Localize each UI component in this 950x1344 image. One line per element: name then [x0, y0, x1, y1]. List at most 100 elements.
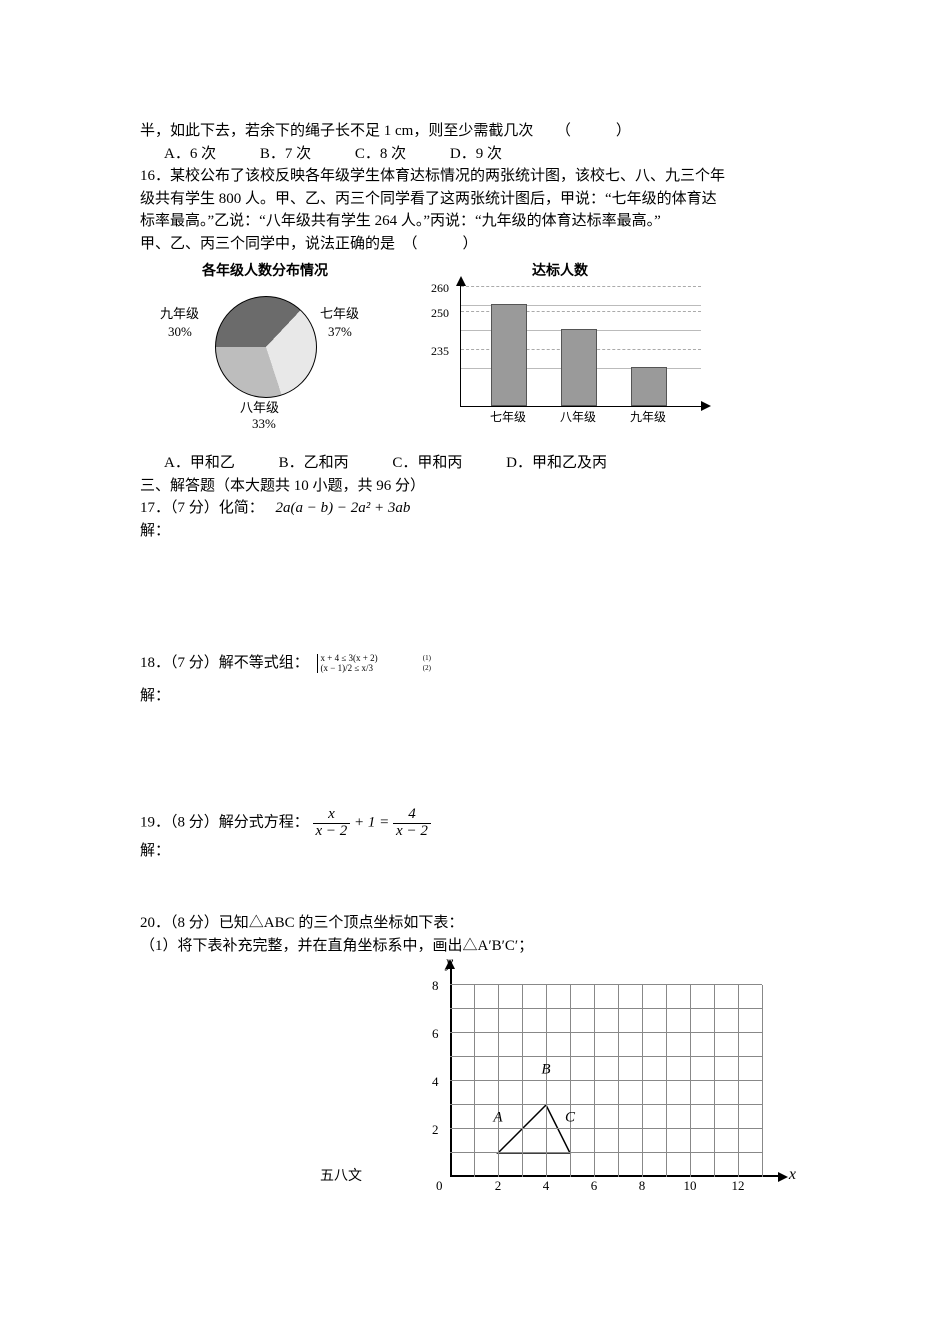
grid-vline — [642, 985, 643, 1177]
triangle-abc — [450, 985, 762, 1177]
grid-hline — [450, 1104, 762, 1105]
x-tick: 10 — [684, 1176, 697, 1196]
x-tick: 4 — [543, 1176, 550, 1196]
grid-vline — [714, 985, 715, 1177]
grid-vline — [618, 985, 619, 1177]
bar-xlabel: 七年级 — [490, 408, 526, 426]
y-tick: 8 — [432, 975, 439, 995]
q17-expression: 2a(a − b) − 2a² + 3ab — [276, 500, 411, 516]
point-label-a: A — [493, 1106, 502, 1129]
pie-label-grade9: 九年级 — [160, 304, 199, 324]
q16-stem-1: 16．某校公布了该校反映各年级学生体育达标情况的两张统计图，该校七、八、九三个年 — [140, 165, 810, 188]
bar — [631, 367, 667, 407]
q15-options: A．6 次 B．7 次 C．8 次 D．9 次 — [140, 143, 810, 166]
point-label-b: B — [541, 1058, 550, 1081]
q15-opt-d: D．9 次 — [450, 143, 502, 166]
y-axis-label: y — [446, 951, 453, 975]
q16-stem-3: 标率最高。”乙说：“八年级共有学生 264 人。”丙说：“九年级的体育达标率最高… — [140, 210, 810, 233]
page-footer-text: 五八文 — [320, 1166, 362, 1187]
q16-opt-b: B．乙和丙 — [279, 452, 349, 475]
q16-opt-c: C．甲和丙 — [392, 452, 462, 475]
q15-opt-b: B．7 次 — [260, 143, 311, 166]
q15-opt-c: C．8 次 — [355, 143, 406, 166]
grid-vline — [738, 985, 739, 1177]
x-tick: 12 — [732, 1176, 745, 1196]
grid-hline — [450, 1080, 762, 1081]
q20-line-2: （1）将下表补充完整，并在直角坐标系中，画出△A′B′C′； — [140, 935, 810, 958]
bar-gridline-minor — [461, 286, 701, 287]
q19-solve-label: 解： — [140, 840, 810, 863]
pie-chart: 各年级人数分布情况 九年级 30% 七年级 37% 八年级 33% — [160, 261, 370, 426]
grid-vline — [690, 985, 691, 1177]
grid-vline — [546, 985, 547, 1177]
q17-head: 17．（7 分）化简： 2a(a − b) − 2a² + 3ab — [140, 497, 810, 520]
bar — [491, 304, 527, 406]
grid-vline — [594, 985, 595, 1177]
bar-xlabel: 九年级 — [630, 408, 666, 426]
q19-workspace — [140, 862, 810, 912]
q19-rhs-num: 4 — [393, 807, 431, 824]
q16-options: A．甲和乙 B．乙和丙 C．甲和丙 D．甲和乙及丙 — [140, 452, 810, 475]
x-tick: 8 — [639, 1176, 646, 1196]
q16-opt-a: A．甲和乙 — [164, 452, 235, 475]
grid-vline — [498, 985, 499, 1177]
q15-opt-a: A．6 次 — [164, 143, 216, 166]
y-tick: 6 — [432, 1023, 439, 1043]
q17-solve-label: 解： — [140, 520, 810, 543]
pie-label-grade8-pct: 33% — [252, 414, 276, 434]
q18-ineq-2: (x − 1)/2 ≤ x/3 — [321, 664, 421, 674]
q18-solve-label: 解： — [140, 685, 810, 708]
q17-head-text: 17．（7 分）化简： — [140, 500, 264, 516]
grid-vline — [474, 985, 475, 1177]
q19-mid: + 1 = — [354, 815, 393, 831]
x-axis-label: x — [789, 1163, 796, 1187]
grid-vline — [666, 985, 667, 1177]
bar — [561, 329, 597, 406]
grid-hline — [450, 1056, 762, 1057]
exam-page: 半，如此下去，若余下的绳子长不足 1 cm，则至少需截几次 （ ） A．6 次 … — [0, 0, 950, 1217]
q19-lhs-fraction: x x − 2 — [313, 807, 351, 840]
y-axis-arrow-icon — [456, 276, 466, 286]
x-tick: 2 — [495, 1176, 502, 1196]
q15-stem: 半，如此下去，若余下的绳子长不足 1 cm，则至少需截几次 （ ） — [140, 120, 810, 143]
q18-head: 18．（7 分）解不等式组： x + 4 ≤ 3(x + 2) (1) (x −… — [140, 652, 810, 675]
pie-label-grade7: 七年级 — [320, 304, 359, 324]
grid-hline — [450, 984, 762, 985]
bar-ytick: 250 — [431, 304, 449, 322]
x-tick: 6 — [591, 1176, 598, 1196]
grid-hline — [450, 1032, 762, 1033]
q19-head: 19．（8 分）解分式方程： x x − 2 + 1 = 4 x − 2 — [140, 807, 810, 840]
grid-vline — [522, 985, 523, 1177]
section-3-header: 三、解答题（本大题共 10 小题，共 96 分） — [140, 475, 810, 498]
x-axis-arrow-icon — [701, 401, 711, 411]
grid-hline — [450, 1008, 762, 1009]
grid-hline — [450, 1152, 762, 1153]
q16-charts: 各年级人数分布情况 九年级 30% 七年级 37% 八年级 33% 达标人数 2… — [160, 261, 810, 426]
grid-vline — [570, 985, 571, 1177]
q19-rhs-den: x − 2 — [393, 824, 431, 840]
q19-lhs-den: x − 2 — [313, 824, 351, 840]
coord-grid: 0 x y 246810122468ABC — [450, 985, 762, 1177]
q19-rhs-fraction: 4 x − 2 — [393, 807, 431, 840]
q17-workspace — [140, 542, 810, 652]
q16-opt-d: D．甲和乙及丙 — [506, 452, 607, 475]
y-tick: 4 — [432, 1071, 439, 1091]
bar-ytick: 260 — [431, 279, 449, 297]
q18-system: x + 4 ≤ 3(x + 2) (1) (x − 1)/2 ≤ x/3 (2) — [317, 654, 431, 674]
origin-label: 0 — [436, 1176, 443, 1196]
q18-tag-1: (1) — [423, 655, 431, 663]
point-label-c: C — [565, 1106, 575, 1129]
x-axis-arrow-icon — [778, 1172, 788, 1182]
bar-title: 达标人数 — [430, 261, 690, 282]
q18-workspace — [140, 707, 810, 807]
q18-head-text: 18．（7 分）解不等式组： — [140, 655, 309, 671]
q16-stem-2: 级共有学生 800 人。甲、乙、丙三个同学看了这两张统计图后，甲说：“七年级的体… — [140, 188, 810, 211]
pie-title: 各年级人数分布情况 — [160, 261, 370, 282]
q19-lhs-num: x — [313, 807, 351, 824]
pie-area: 九年级 30% 七年级 37% 八年级 33% — [160, 286, 370, 426]
q16-stem-4: 甲、乙、丙三个同学中，说法正确的是 （ ） — [140, 233, 810, 256]
bar-xlabel: 八年级 — [560, 408, 596, 426]
q20-coordinate-plane: 五八文 0 x y 246810122468ABC — [410, 957, 790, 1197]
q18-tag-2: (2) — [423, 665, 431, 673]
bar-area: 235250260七年级八年级九年级 — [460, 286, 701, 407]
